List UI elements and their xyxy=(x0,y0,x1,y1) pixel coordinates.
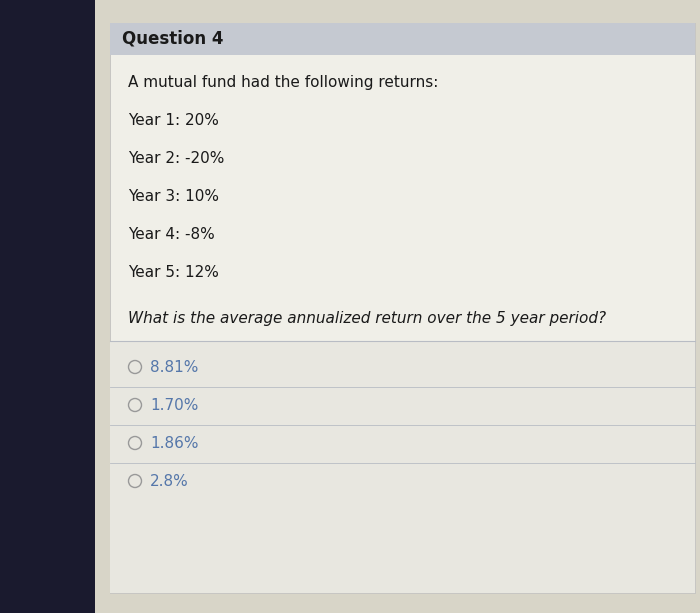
Text: 1.86%: 1.86% xyxy=(150,435,199,451)
Text: Year 2: -20%: Year 2: -20% xyxy=(128,151,225,166)
FancyBboxPatch shape xyxy=(110,23,695,55)
FancyBboxPatch shape xyxy=(110,23,695,593)
Text: 1.70%: 1.70% xyxy=(150,397,198,413)
Text: What is the average annualized return over the 5 year period?: What is the average annualized return ov… xyxy=(128,311,606,326)
Text: Question 4: Question 4 xyxy=(122,30,223,48)
Text: Year 5: 12%: Year 5: 12% xyxy=(128,265,219,280)
Text: 2.8%: 2.8% xyxy=(150,473,189,489)
Text: Year 4: -8%: Year 4: -8% xyxy=(128,227,215,242)
Text: A mutual fund had the following returns:: A mutual fund had the following returns: xyxy=(128,75,438,90)
FancyBboxPatch shape xyxy=(0,0,95,613)
FancyBboxPatch shape xyxy=(110,341,695,593)
Text: Year 1: 20%: Year 1: 20% xyxy=(128,113,219,128)
Text: Year 3: 10%: Year 3: 10% xyxy=(128,189,219,204)
Text: 8.81%: 8.81% xyxy=(150,359,198,375)
